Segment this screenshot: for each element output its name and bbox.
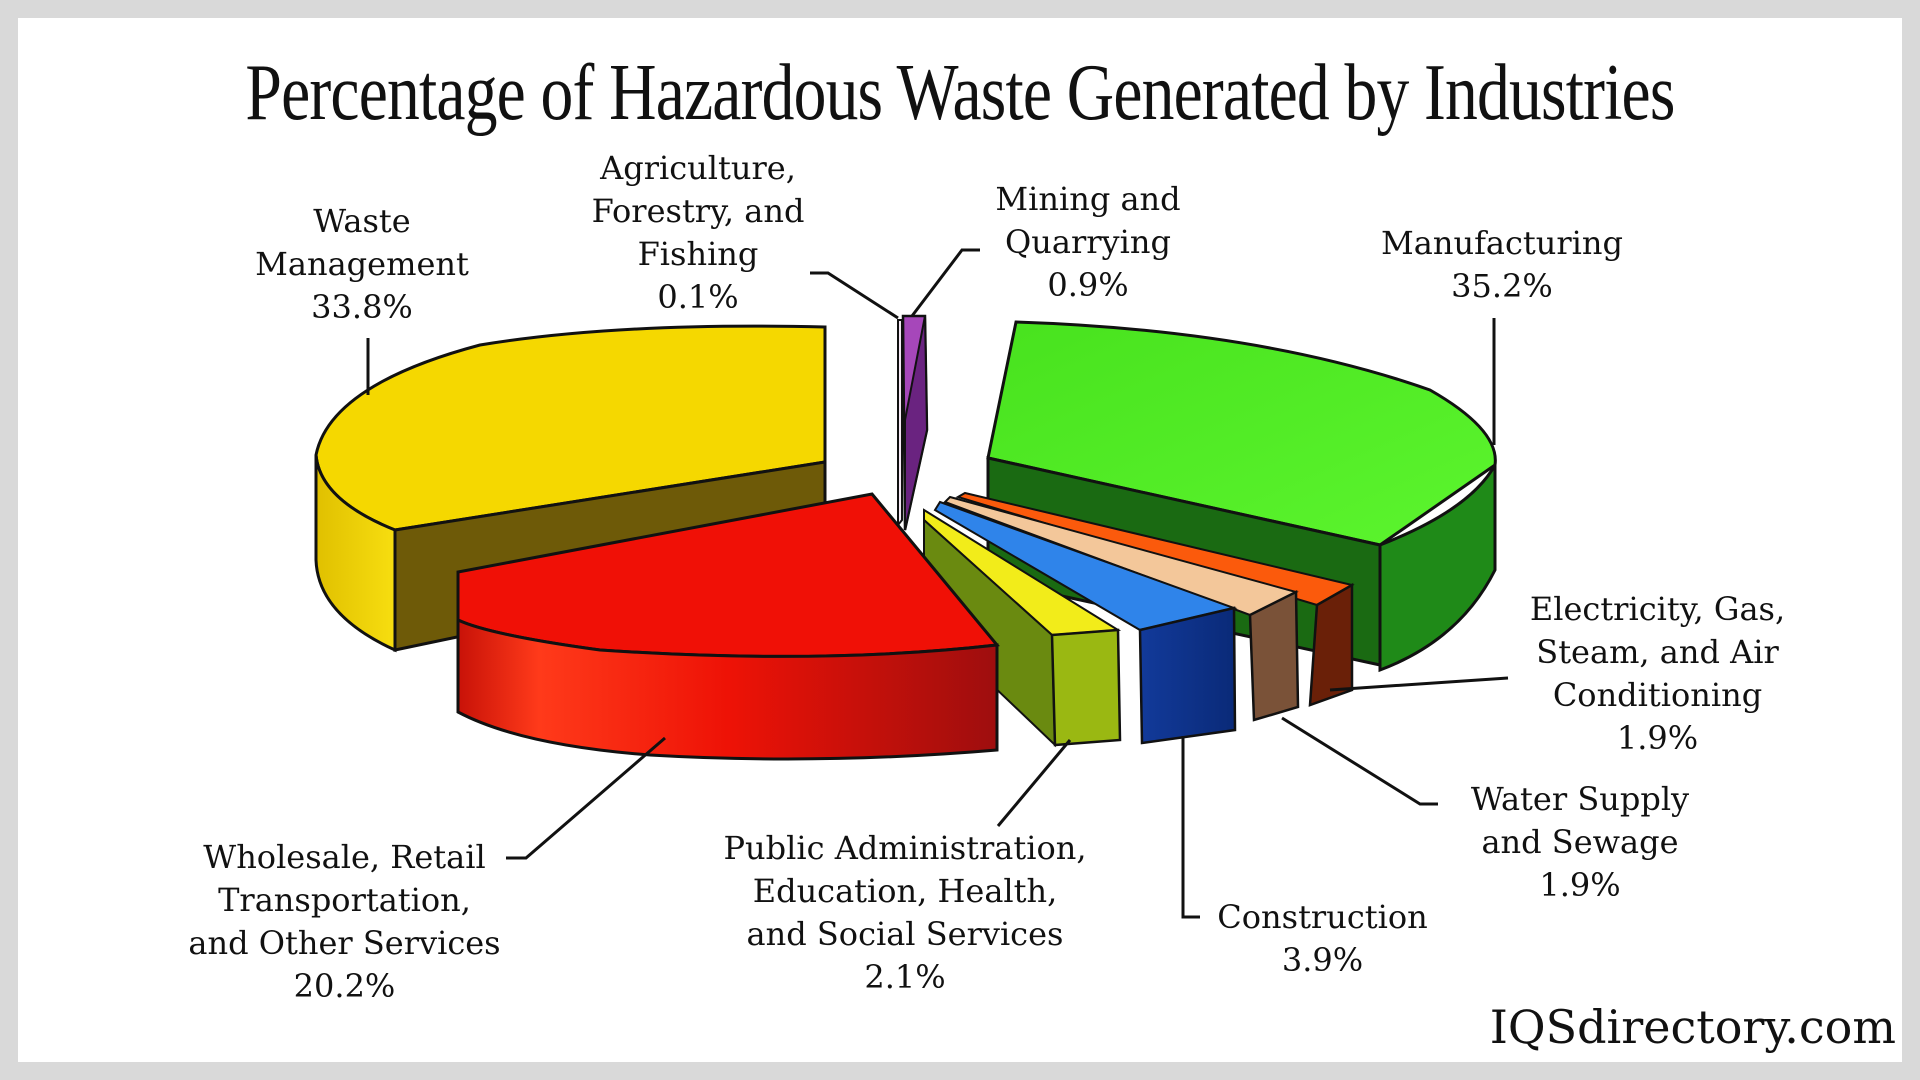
label-line: Education, Health, bbox=[752, 872, 1058, 910]
slice-mining[interactable] bbox=[901, 314, 929, 531]
label-value: 1.9% bbox=[1539, 866, 1621, 904]
leader-wholesale bbox=[506, 736, 666, 860]
label-line: and Sewage bbox=[1481, 823, 1679, 861]
slice-public-admin[interactable] bbox=[923, 508, 1122, 748]
slice-water-supply[interactable] bbox=[943, 495, 1300, 722]
label-agriculture: Agriculture, Forestry, and Fishing 0.1% bbox=[573, 147, 823, 319]
leader-lines bbox=[366, 248, 1509, 919]
chart-title: Percentage of Hazardous Waste Generated … bbox=[245, 49, 1675, 137]
label-line: Construction bbox=[1217, 898, 1428, 936]
leader-public-admin bbox=[996, 739, 1072, 827]
label-line: Public Administration, bbox=[723, 829, 1087, 867]
label-line: Quarrying bbox=[1005, 223, 1171, 261]
label-value: 0.1% bbox=[657, 278, 739, 316]
label-value: 35.2% bbox=[1451, 267, 1553, 305]
label-line: Steam, and Air bbox=[1536, 633, 1779, 671]
label-line: and Social Services bbox=[746, 915, 1064, 953]
slice-wholesale[interactable] bbox=[456, 492, 1000, 761]
label-line: Transportation, bbox=[218, 881, 471, 919]
leader-agriculture bbox=[810, 271, 899, 320]
slice-construction[interactable] bbox=[933, 500, 1238, 745]
leader-construction bbox=[1181, 736, 1200, 919]
label-line: and Other Services bbox=[188, 924, 501, 962]
label-electricity: Electricity, Gas, Steam, and Air Conditi… bbox=[1515, 588, 1800, 760]
label-line: Management bbox=[255, 245, 469, 283]
leader-mining bbox=[910, 248, 980, 317]
label-wholesale: Wholesale, Retail Transportation, and Ot… bbox=[172, 836, 517, 1008]
label-line: Agriculture, bbox=[600, 149, 796, 187]
label-line: Waste bbox=[313, 202, 411, 240]
label-public-admin: Public Administration, Education, Health… bbox=[700, 827, 1110, 999]
leader-electricity bbox=[1329, 676, 1509, 692]
label-value: 3.9% bbox=[1281, 941, 1364, 979]
label-value: 33.8% bbox=[311, 288, 413, 326]
label-line: Water Supply bbox=[1470, 780, 1690, 818]
label-line: Fishing bbox=[637, 235, 759, 273]
label-line: Mining and bbox=[995, 180, 1181, 218]
label-line: Wholesale, Retail bbox=[203, 838, 486, 876]
label-mining: Mining and Quarrying 0.9% bbox=[968, 178, 1208, 307]
leader-water-supply bbox=[1281, 716, 1438, 806]
label-line: Manufacturing bbox=[1381, 224, 1623, 262]
brand-watermark: IQSdirectory.com bbox=[1489, 1000, 1896, 1054]
label-line: Conditioning bbox=[1552, 676, 1763, 714]
label-value: 2.1% bbox=[864, 958, 946, 996]
label-value: 1.9% bbox=[1616, 719, 1699, 757]
label-value: 0.9% bbox=[1047, 266, 1129, 304]
slice-agriculture[interactable] bbox=[897, 319, 903, 528]
label-value: 20.2% bbox=[293, 967, 396, 1005]
label-water-supply: Water Supply and Sewage 1.9% bbox=[1440, 778, 1720, 907]
label-construction: Construction 3.9% bbox=[1200, 896, 1445, 982]
label-line: Forestry, and bbox=[591, 192, 805, 230]
label-waste-management: Waste Management 33.8% bbox=[232, 200, 492, 329]
label-manufacturing: Manufacturing 35.2% bbox=[1352, 222, 1652, 308]
label-line: Electricity, Gas, bbox=[1529, 590, 1786, 628]
